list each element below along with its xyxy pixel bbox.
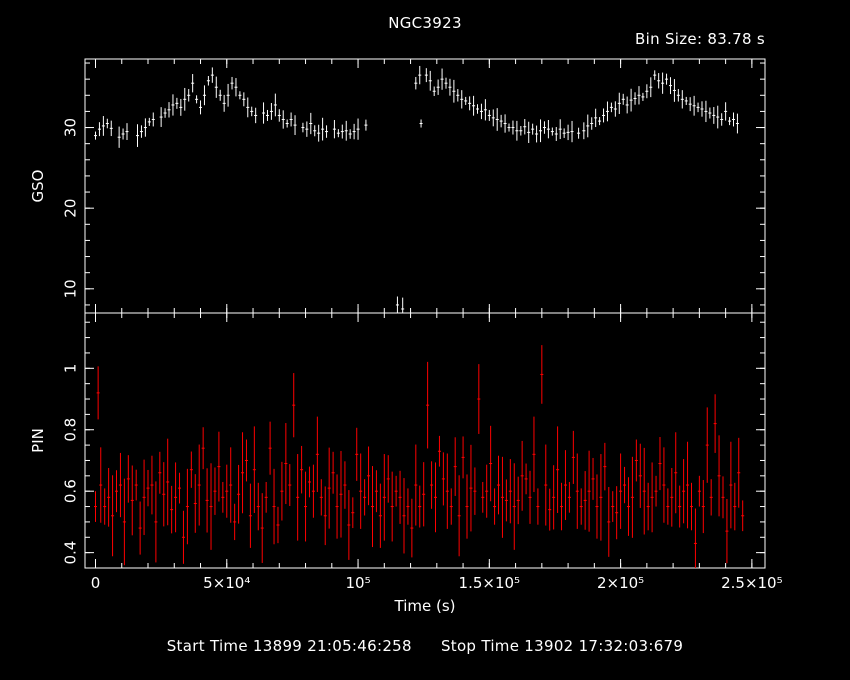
- pin-xtick-label: 0: [91, 574, 101, 592]
- pin-xtick-label: 1.5×10⁵: [459, 574, 521, 592]
- pin-ytick-label: 1: [62, 364, 80, 374]
- pin-ylabel: PIN: [29, 428, 47, 453]
- gso-ytick-label: 30: [62, 118, 80, 137]
- pin-ytick-label: 0.4: [62, 541, 80, 565]
- time-range-footer: Start Time 13899 21:05:46:258 Stop Time …: [0, 637, 850, 655]
- pin-xlabel: Time (s): [394, 597, 456, 615]
- pin-xtick-label: 10⁵: [345, 574, 370, 592]
- pin-xtick-label: 5×10⁴: [203, 574, 250, 592]
- pin-xtick-label: 2.5×10⁵: [721, 574, 783, 592]
- gso-frame: [84, 58, 766, 314]
- pin-xtick-label: 2×10⁵: [597, 574, 644, 592]
- start-time-label: Start Time 13899 21:05:46:258: [166, 637, 412, 655]
- bin-size-label: Bin Size: 83.78 s: [635, 30, 765, 48]
- pin-panel: 0.4 0.6 0.8 1 PIN 0 5×10⁴ 10⁵ 1.5×10⁵ 2×10⁵ 2.5×10…: [29, 312, 783, 615]
- gso-ytick-label: 20: [62, 199, 80, 218]
- gso-ylabel: GSO: [29, 170, 47, 203]
- gso-ytick-label: 10: [62, 279, 80, 298]
- chart-title: NGC3923: [388, 14, 462, 32]
- gso-panel: 10 20 30 GSO: [29, 58, 766, 314]
- stop-time-label: Stop Time 13902 17:32:03:679: [440, 637, 684, 655]
- pin-ytick-label: 0.8: [62, 418, 80, 442]
- pin-ytick-label: 0.6: [62, 479, 80, 503]
- pin-frame: [84, 312, 766, 569]
